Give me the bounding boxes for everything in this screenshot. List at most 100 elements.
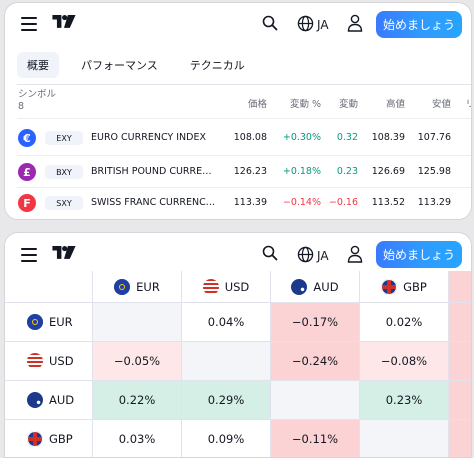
currency-code: AUD bbox=[49, 393, 75, 407]
get-started-button[interactable]: 始めましょう bbox=[376, 11, 462, 38]
heatmap-cell[interactable] bbox=[271, 381, 360, 420]
column-header-change[interactable]: 変動 bbox=[338, 99, 358, 110]
search-icon[interactable] bbox=[262, 15, 278, 31]
tab-performance[interactable]: パフォーマンス bbox=[81, 59, 158, 72]
column-header-usd[interactable]: USD bbox=[182, 271, 271, 303]
table-row[interactable]: € EXY EURO CURRENCY INDEX 108.08 +0.30% … bbox=[5, 123, 471, 153]
row-header-usd[interactable]: USD bbox=[5, 342, 93, 381]
column-header-high[interactable]: 高値 bbox=[385, 99, 405, 110]
eu-flag-icon bbox=[114, 278, 131, 295]
tab-overview[interactable]: 概要 bbox=[17, 52, 59, 78]
heatmap-cell[interactable]: −0.05% bbox=[93, 342, 182, 381]
heatmap-cell[interactable] bbox=[449, 342, 471, 381]
search-icon[interactable] bbox=[262, 245, 278, 261]
column-header-more[interactable]: リ bbox=[465, 96, 471, 110]
user-icon[interactable] bbox=[347, 245, 363, 263]
divider bbox=[17, 187, 471, 188]
tradingview-logo[interactable] bbox=[51, 15, 77, 33]
change-cell: −0.16 bbox=[328, 197, 358, 208]
table-row[interactable]: £ BXY BRITISH POUND CURRENCY INDEX 126.2… bbox=[5, 157, 471, 187]
language-code[interactable]: JA bbox=[317, 18, 329, 32]
us-flag-icon bbox=[202, 278, 219, 295]
row-header-gbp[interactable]: GBP bbox=[5, 420, 93, 457]
low-cell: 125.98 bbox=[417, 166, 451, 177]
heatmap-cell[interactable] bbox=[182, 342, 271, 381]
symbol-header-label: シンボル bbox=[18, 89, 57, 100]
au-flag-icon bbox=[27, 392, 43, 408]
change-pct-cell: +0.18% bbox=[282, 166, 321, 177]
eu-flag-icon bbox=[27, 314, 43, 330]
change-pct-cell: −0.14% bbox=[282, 197, 321, 208]
currency-code: EUR bbox=[49, 315, 73, 329]
heatmap-cell[interactable]: 0.22% bbox=[93, 381, 182, 420]
currency-code: USD bbox=[224, 279, 250, 294]
currency-code: EUR bbox=[136, 279, 160, 294]
currency-code: USD bbox=[49, 354, 74, 368]
row-header-aud[interactable]: AUD bbox=[5, 381, 93, 420]
heatmap-cell[interactable] bbox=[449, 381, 471, 420]
column-header-price[interactable]: 価格 bbox=[247, 99, 267, 110]
user-icon[interactable] bbox=[347, 14, 363, 32]
top-navigation-bar: JA 始めましょう bbox=[5, 233, 471, 277]
heatmap-cell[interactable]: −0.24% bbox=[271, 342, 360, 381]
heatmap-cell[interactable] bbox=[449, 420, 471, 457]
change-pct-cell: +0.30% bbox=[282, 132, 321, 143]
table-row[interactable]: F SXY SWISS FRANC CURRENCY INDEX 113.39 … bbox=[5, 188, 471, 218]
heatmap-cell[interactable]: −0.17% bbox=[271, 303, 360, 342]
heatmap-corner bbox=[5, 271, 93, 303]
symbol-header[interactable]: シンボル 8 bbox=[18, 89, 56, 113]
gb-flag-icon bbox=[27, 431, 43, 447]
symbol-description[interactable]: SWISS FRANC CURRENCY INDEX bbox=[91, 197, 216, 208]
column-header-aud[interactable]: AUD bbox=[271, 271, 360, 303]
heatmap-cell[interactable] bbox=[93, 303, 182, 342]
symbol-description[interactable]: EURO CURRENCY INDEX bbox=[91, 132, 206, 143]
low-cell: 113.29 bbox=[417, 197, 451, 208]
table-header: シンボル 8 価格 変動 % 変動 高値 安値 リ bbox=[5, 89, 471, 117]
tab-technical[interactable]: テクニカル bbox=[189, 59, 245, 72]
column-header-change-pct[interactable]: 変動 % bbox=[289, 99, 321, 110]
get-started-button[interactable]: 始めましょう bbox=[376, 241, 462, 268]
column-header-more[interactable] bbox=[449, 271, 471, 303]
heatmap-cell[interactable]: 0.23% bbox=[360, 381, 449, 420]
screener-card: JA 始めましょう 概要 パフォーマンス テクニカル シンボル 8 価格 変動 … bbox=[4, 2, 472, 220]
high-cell: 126.69 bbox=[371, 166, 405, 177]
menu-icon[interactable] bbox=[21, 248, 37, 262]
change-cell: 0.23 bbox=[336, 166, 358, 177]
column-header-eur[interactable]: EUR bbox=[93, 271, 182, 303]
globe-icon[interactable] bbox=[297, 15, 314, 32]
heatmap-cell[interactable]: 0.02% bbox=[360, 303, 449, 342]
ticker-badge[interactable]: BXY bbox=[45, 165, 83, 179]
heatmap-cell[interactable] bbox=[449, 303, 471, 342]
row-header-eur[interactable]: EUR bbox=[5, 303, 93, 342]
column-header-low[interactable]: 安値 bbox=[431, 99, 451, 110]
gb-flag-icon bbox=[381, 278, 398, 295]
us-flag-icon bbox=[27, 353, 43, 369]
low-cell: 107.76 bbox=[417, 132, 451, 143]
divider bbox=[17, 118, 471, 119]
heatmap-cell[interactable]: 0.29% bbox=[182, 381, 271, 420]
language-code[interactable]: JA bbox=[317, 249, 329, 263]
globe-icon[interactable] bbox=[297, 246, 314, 263]
symbol-count: 8 bbox=[18, 101, 25, 112]
currency-code: GBP bbox=[49, 432, 73, 446]
heatmap-cell[interactable]: 0.09% bbox=[182, 420, 271, 457]
high-cell: 108.39 bbox=[371, 132, 405, 143]
ticker-badge[interactable]: SXY bbox=[45, 196, 83, 210]
heatmap-cell[interactable]: 0.04% bbox=[182, 303, 271, 342]
symbol-description[interactable]: BRITISH POUND CURRENCY INDEX bbox=[91, 166, 216, 177]
heatmap-cell[interactable] bbox=[360, 420, 449, 457]
currency-code: GBP bbox=[403, 279, 427, 294]
divider bbox=[17, 84, 471, 85]
price-cell: 108.08 bbox=[233, 132, 267, 143]
price-cell: 126.23 bbox=[233, 166, 267, 177]
currency-flag-icon: € bbox=[18, 129, 36, 147]
currency-flag-icon: £ bbox=[18, 163, 36, 181]
heatmap-cell[interactable]: −0.08% bbox=[360, 342, 449, 381]
menu-icon[interactable] bbox=[21, 17, 37, 31]
currency-flag-icon: F bbox=[18, 194, 36, 212]
heatmap-cell[interactable]: −0.11% bbox=[271, 420, 360, 457]
tradingview-logo[interactable] bbox=[51, 246, 77, 264]
column-header-gbp[interactable]: GBP bbox=[360, 271, 449, 303]
ticker-badge[interactable]: EXY bbox=[45, 131, 83, 145]
heatmap-cell[interactable]: 0.03% bbox=[93, 420, 182, 457]
